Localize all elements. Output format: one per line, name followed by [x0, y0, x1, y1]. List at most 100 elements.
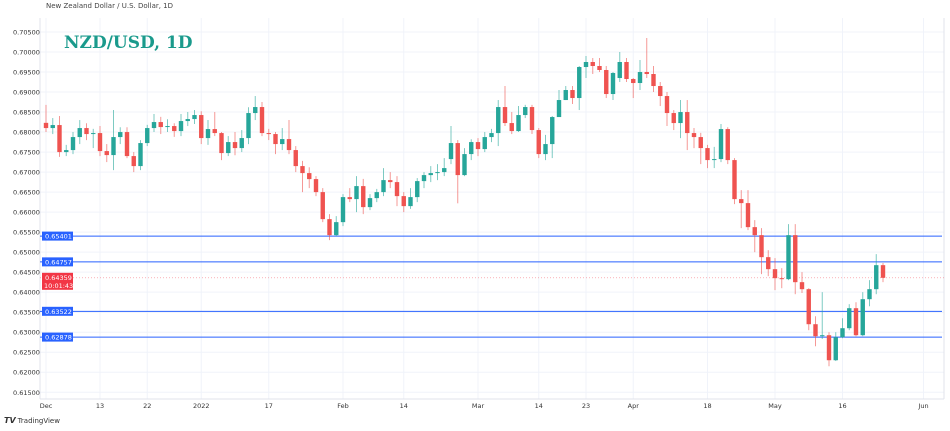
candle — [286, 120, 292, 155]
candle-body — [556, 100, 562, 118]
candle-body — [367, 198, 373, 208]
candle-body — [374, 192, 379, 199]
candle-body — [64, 150, 69, 153]
candle — [64, 144, 69, 157]
candle-body — [664, 96, 670, 114]
candle-body — [111, 137, 116, 156]
horizontal-levels[interactable] — [40, 235, 944, 338]
candle — [786, 224, 791, 281]
grid — [39, 18, 945, 400]
candle — [853, 302, 859, 337]
candle — [664, 92, 670, 127]
candle — [496, 100, 501, 147]
candle — [833, 332, 838, 362]
candle — [725, 127, 730, 165]
candle-body — [313, 179, 319, 193]
candle-body — [617, 62, 622, 79]
candle-body — [43, 122, 49, 129]
candle — [442, 158, 447, 177]
candle-body — [671, 113, 676, 124]
candle — [253, 96, 258, 121]
candle-body — [759, 235, 764, 258]
candle — [415, 178, 420, 203]
candle — [219, 132, 224, 161]
candle — [334, 216, 339, 237]
candle-body — [280, 139, 285, 145]
candle — [563, 86, 568, 101]
candle — [543, 134, 548, 161]
x-tick-label: Jun — [917, 402, 928, 410]
candle-body — [475, 142, 481, 150]
candle-body — [401, 196, 406, 207]
candle — [367, 194, 373, 211]
candle-body — [253, 107, 258, 114]
bar-countdown: 10:01:43 — [44, 282, 73, 290]
symbol-description: New Zealand Dollar / U.S. Dollar, 1D — [46, 2, 174, 10]
candle — [300, 160, 305, 193]
candle — [354, 176, 359, 213]
candle — [266, 128, 271, 141]
candle-body — [550, 117, 555, 145]
candle-body — [867, 289, 872, 300]
candle-body — [847, 308, 852, 329]
candle — [685, 100, 690, 151]
candle-body — [361, 186, 366, 208]
candle — [779, 268, 784, 289]
candle-body — [793, 235, 798, 283]
candle — [766, 250, 771, 277]
candles — [43, 37, 886, 367]
candle-body — [138, 143, 143, 167]
candle-body — [307, 173, 312, 180]
candle-body — [813, 324, 818, 337]
candle-body — [70, 137, 76, 151]
candle-body — [124, 132, 130, 157]
level-price-label: 0.62878 — [45, 334, 72, 342]
candle-body — [772, 269, 778, 279]
candle-body — [799, 282, 805, 290]
candle-body — [57, 125, 62, 153]
candle — [232, 132, 238, 156]
candle — [178, 114, 184, 137]
candle — [671, 110, 676, 131]
candle-body — [651, 74, 656, 87]
candle — [556, 90, 562, 118]
candle-body — [745, 203, 751, 228]
y-tick-label: 0.68500 — [13, 109, 40, 117]
candle — [867, 280, 872, 307]
candle-body — [860, 299, 865, 336]
candle-body — [874, 265, 879, 290]
candle-body — [442, 168, 447, 173]
candle-body — [286, 139, 292, 151]
current-price-label: 0.64359 — [45, 274, 72, 282]
candle — [212, 112, 217, 137]
candle-body — [104, 151, 109, 156]
candle — [199, 111, 204, 145]
candle-body — [320, 192, 325, 220]
candle-body — [334, 222, 339, 236]
candle — [617, 52, 622, 83]
candle — [239, 130, 244, 153]
candle-body — [246, 113, 251, 139]
candle-body — [84, 128, 89, 135]
candle — [151, 114, 157, 133]
candle — [826, 332, 832, 367]
price-tags[interactable]: 0.65401 0.64757 0.63522 0.62878 0.6435910:01… — [42, 231, 73, 342]
y-tick-label: 0.65000 — [13, 249, 40, 257]
candle-body — [725, 129, 730, 161]
candle-body — [543, 144, 548, 155]
candle-body — [131, 156, 136, 167]
tradingview-brand[interactable]: 𝙏𝙑 TradingView — [4, 416, 60, 425]
candle-body — [691, 133, 697, 138]
candle-body — [644, 72, 649, 75]
candle — [718, 124, 724, 163]
candle-body — [232, 142, 238, 149]
price-axis[interactable]: 0.70500 0.70000 0.69500 0.69000 0.68500 0.680… — [13, 28, 40, 396]
candle-body — [739, 199, 744, 204]
candle — [131, 152, 136, 173]
time-axis[interactable]: Dec 13 22 2022 17 Feb 14 Mar 14 23 Apr 18 May 16 Jun — [40, 402, 929, 410]
candle — [523, 104, 528, 119]
candle — [516, 106, 521, 133]
candle-body — [97, 133, 103, 152]
candle — [813, 316, 818, 347]
